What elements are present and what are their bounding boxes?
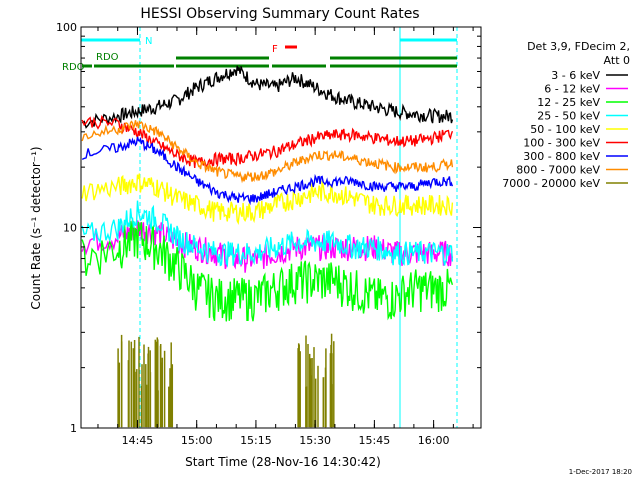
series-line [81,65,454,129]
legend-label: 7000 - 20000 keV [502,177,600,190]
legend-label: 6 - 12 keV [544,83,600,96]
series-3_6keV [81,65,454,129]
legend-header-1: Det 3,9, FDecim 2, [527,40,630,53]
series-line [81,173,454,225]
plot-area: N RDO RDO F 1 10 100 14:45 15:00 15:15 15:30 15:45 1… [56,21,482,447]
legend-label: 100 - 300 keV [523,137,600,150]
series-50_100keV [81,173,454,225]
annotation-rdo-left: RDO [62,62,85,73]
x-tick-label: 15:00 [181,434,213,447]
series-line [81,114,454,168]
legend-label: 3 - 6 keV [551,69,600,82]
series-7000_20000keV [117,333,335,428]
x-tick-label: 16:00 [418,434,450,447]
x-axis-label: Start Time (28-Nov-16 14:30:42) [185,455,381,469]
series-line [81,136,454,206]
chart-title: HESSI Observing Summary Count Rates [140,6,419,22]
x-tick-label: 15:45 [359,434,391,447]
legend-label: 800 - 7000 keV [516,164,600,177]
legend-label: 50 - 100 keV [530,123,600,136]
series-100_300keV [81,114,454,168]
x-tick-label: 15:30 [299,434,331,447]
series-300_800keV [81,136,454,206]
legend-label: 12 - 25 keV [537,96,600,109]
legend-header-2: Att 0 [604,54,630,67]
series-800_7000keV [81,120,454,184]
series-12_25keV [81,217,454,322]
legend-label: 25 - 50 keV [537,110,600,123]
series-25_50keV [81,200,454,268]
footer-timestamp: 1-Dec-2017 18:20 [569,468,632,476]
legend-label: 300 - 800 keV [523,150,600,163]
y-tick-label: 100 [56,21,77,34]
x-tick-label: 15:15 [240,434,272,447]
annotation-n: N [145,36,152,47]
annotation-rdo: RDO [96,52,119,63]
y-tick-label: 1 [70,422,77,435]
series-line [81,120,454,184]
annotation-f: F [272,44,278,55]
y-axis-label: Count Rate (s⁻¹ detector⁻¹) [29,146,43,309]
x-tick-label: 14:45 [122,434,154,447]
series-line [81,200,454,268]
series-line [81,217,454,322]
y-tick-label: 10 [63,222,77,235]
